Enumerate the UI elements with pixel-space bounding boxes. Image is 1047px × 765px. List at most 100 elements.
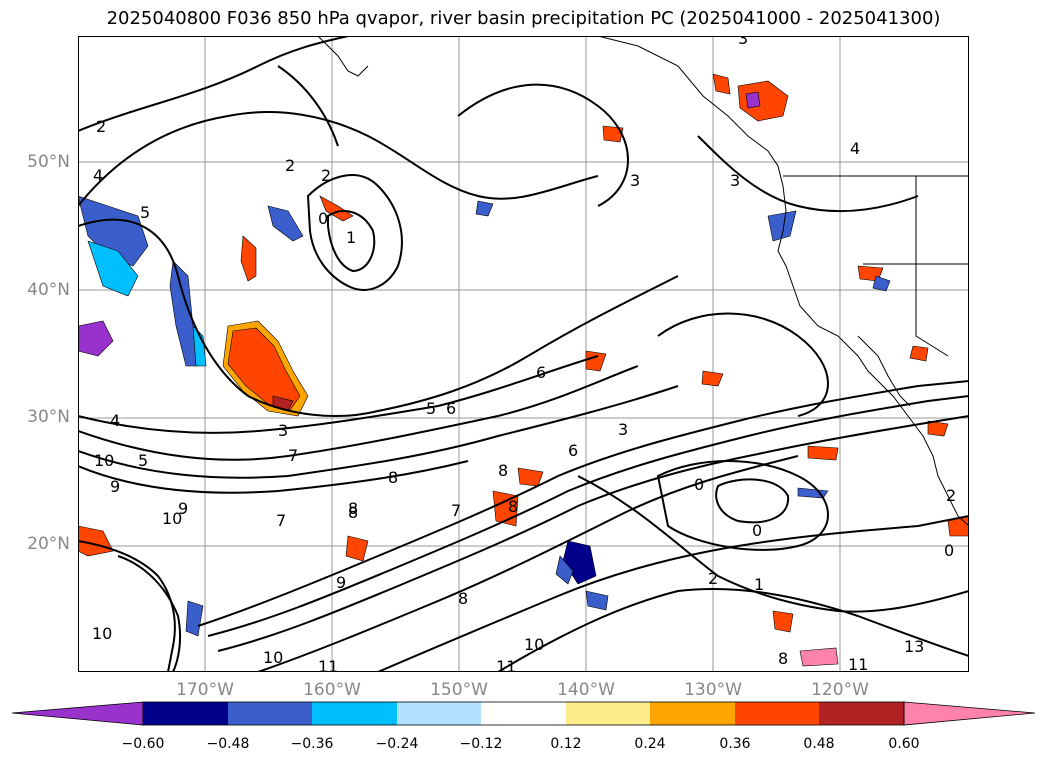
precip-patch: [797, 487, 829, 499]
precip-patch: [909, 345, 929, 362]
contour-label: 13: [904, 637, 924, 656]
contour-label: 11: [318, 657, 338, 672]
contour-label: 10: [524, 635, 544, 654]
contour-label: 11: [848, 655, 868, 672]
precip-patch: [767, 210, 797, 242]
contour-label: 8: [348, 503, 358, 522]
coastlines: [317, 36, 969, 527]
contour: [497, 588, 969, 672]
colorbar-tick-label: −0.12: [459, 736, 503, 752]
precip-patch: [185, 600, 204, 637]
precip-patch: [602, 125, 624, 143]
contour-label: 3: [618, 420, 628, 439]
contour-label: 5: [138, 451, 148, 470]
precip-patch: [807, 445, 839, 461]
contour-label: 6: [446, 399, 456, 418]
map-panel: 2 4 5 2 2 0 1 3 3 4 4 3 5 6 6 7 8 9 10 9…: [78, 36, 969, 672]
precip-patch: [745, 91, 761, 109]
contour-label: 4: [93, 166, 103, 185]
contour-label: 10: [94, 451, 114, 470]
precip-patch: [78, 195, 149, 267]
colorbar-tick-label: 0.48: [803, 736, 835, 752]
contour: [78, 218, 679, 417]
precip-patch: [701, 370, 724, 387]
colorbar-segment: [11, 701, 144, 726]
precip-patch: [517, 467, 544, 487]
contour-label: 8: [388, 468, 398, 487]
contour-label: 2: [285, 156, 295, 175]
colorbar-segment: [819, 702, 904, 725]
colorbar-tick-label: 0.60: [888, 736, 920, 752]
contour-labels: 2 4 5 2 2 0 1 3 3 4 4 3 5 6 6 7 8 9 10 9…: [92, 36, 956, 672]
contour-label: 8: [508, 497, 518, 516]
contour-label: 10: [162, 509, 182, 528]
contour-label: 8: [348, 499, 358, 518]
contour-label: 4: [110, 411, 120, 430]
colorbar-segment: [903, 701, 1036, 726]
colorbar-segment: [481, 702, 566, 725]
colorbar-tick-label: −0.60: [121, 736, 165, 752]
precip-patch: [799, 647, 839, 667]
contour: [217, 415, 969, 652]
colorbar-segment: [228, 702, 312, 725]
contour-label: 4: [850, 139, 860, 158]
precip-patch: [872, 275, 891, 292]
lon-label-160w: 160°W: [303, 680, 361, 700]
contour-label: 8: [498, 461, 508, 480]
contour-label: 9: [110, 477, 120, 496]
precip-patch: [927, 420, 949, 437]
lat-label-40n: 40°N: [27, 280, 70, 300]
precip-patch: [772, 610, 794, 633]
colorbar-segment: [312, 702, 397, 725]
lat-label-20n: 20°N: [27, 534, 70, 554]
contour-label: 6: [568, 441, 578, 460]
graticule: [78, 36, 969, 672]
precip-patch: [345, 535, 369, 562]
contour: [306, 174, 403, 291]
coastline-alaska: [317, 36, 369, 77]
colorbar-segment: [397, 702, 481, 725]
contour-label: 2: [96, 117, 106, 136]
contour: [277, 65, 339, 147]
contour-label: 2: [708, 569, 718, 588]
contour: [697, 135, 919, 213]
map-title: 2025040800 F036 850 hPa qvapor, river ba…: [106, 8, 941, 29]
precip-patch: [712, 73, 731, 95]
contour-label: 2: [946, 486, 956, 505]
lon-label-140w: 140°W: [557, 680, 615, 700]
contour-label: 9: [336, 573, 346, 592]
precip-patch: [240, 235, 257, 282]
colorbar-tick-label: 0.36: [719, 736, 751, 752]
contour: [78, 540, 176, 672]
contour: [457, 83, 629, 207]
border-state: [915, 264, 949, 357]
precip-patch: [169, 260, 199, 367]
precip-patch: [78, 525, 114, 557]
colorbar-tick-label: 0.24: [634, 736, 666, 752]
contour-label: 3: [730, 171, 740, 190]
coastline-north-america: [597, 36, 969, 527]
contour: [78, 460, 469, 494]
precip-patch: [87, 240, 139, 297]
colorbar-tick-label: −0.36: [290, 736, 334, 752]
lon-label-170w: 170°W: [176, 680, 234, 700]
precip-patch: [585, 350, 607, 372]
contour-label: 3: [278, 421, 288, 440]
colorbar-segment: [566, 702, 650, 725]
contour-label: 6: [536, 363, 546, 382]
precip-patch: [737, 80, 789, 122]
contour: [78, 355, 599, 434]
colorbar-segment: [143, 702, 228, 725]
precip-patch: [319, 195, 354, 222]
contour-label: 7: [276, 511, 286, 530]
contour-label: 1: [346, 228, 356, 247]
contour: [715, 478, 790, 524]
precip-patch: [192, 325, 207, 367]
contour: [78, 111, 599, 207]
contour: [377, 515, 969, 672]
contour: [656, 460, 829, 551]
lat-label-30n: 30°N: [27, 407, 70, 427]
contour-label: 11: [496, 657, 516, 672]
precip-patch: [585, 590, 609, 611]
colorbar-tick-label: −0.24: [375, 736, 419, 752]
